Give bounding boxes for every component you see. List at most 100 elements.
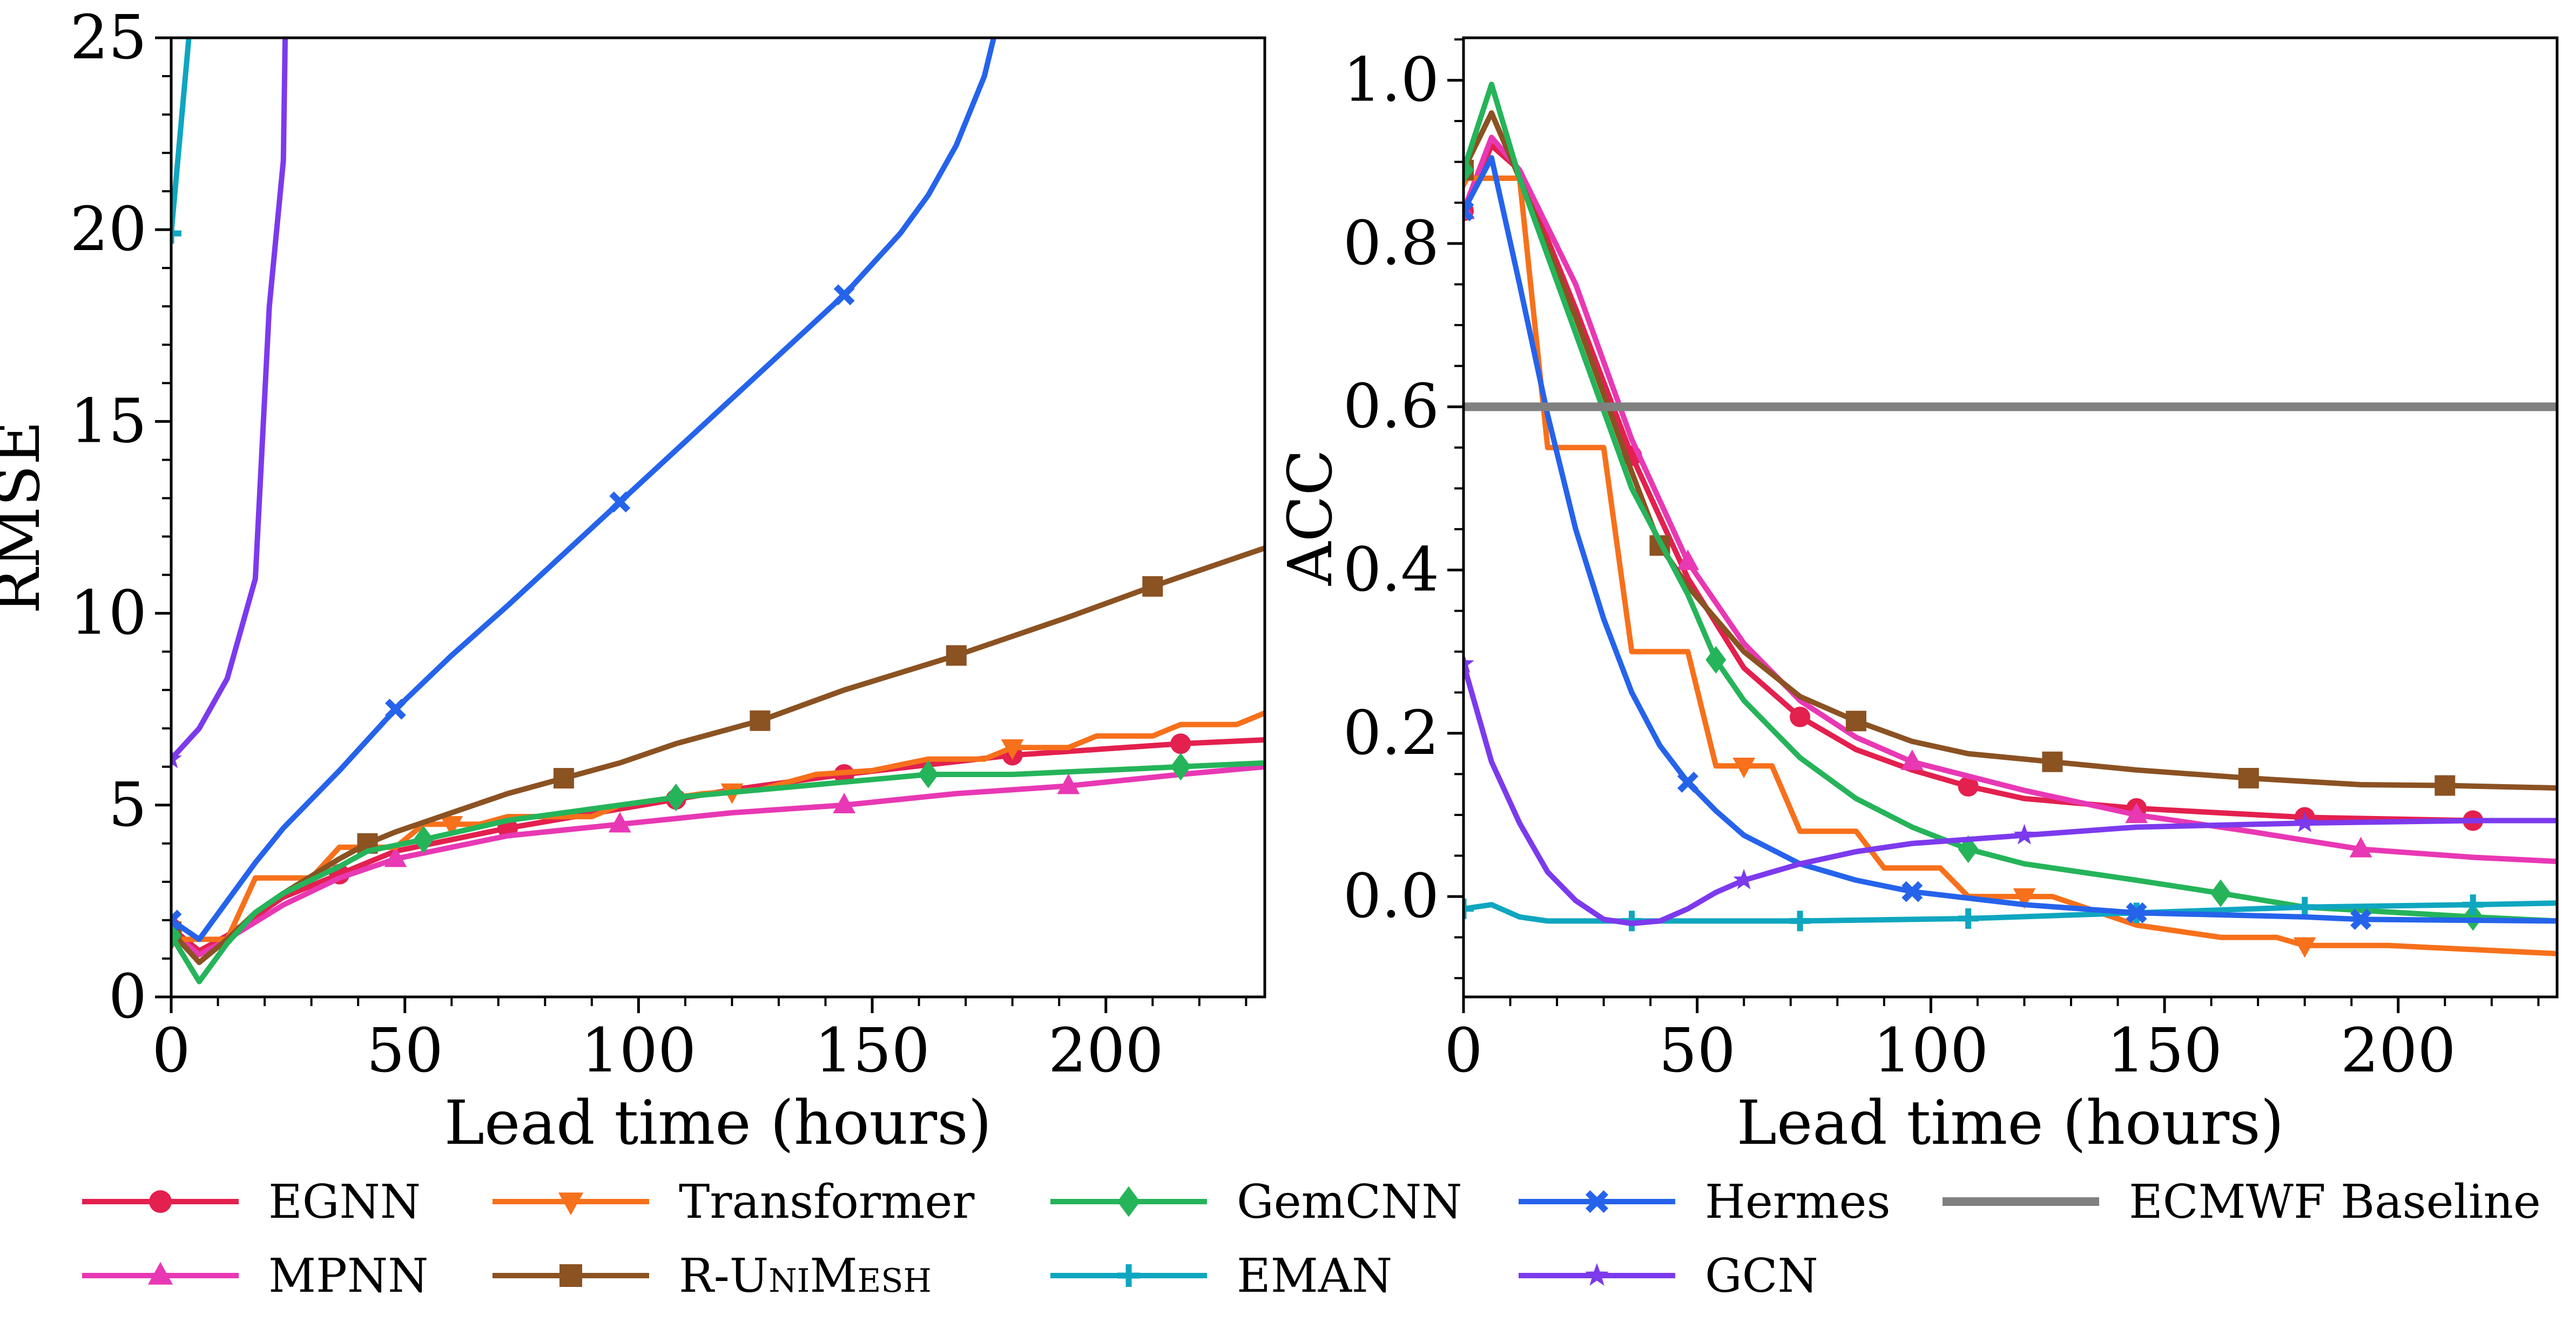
- data-point: [946, 645, 967, 666]
- x-tick-label: 200: [1048, 1016, 1164, 1086]
- data-point: [171, 921, 181, 949]
- legend-label: EMAN: [1237, 1249, 1392, 1303]
- data-point: [1901, 881, 1923, 902]
- legend-item-egnn: EGNN: [82, 1175, 421, 1229]
- data-point: [2435, 775, 2456, 796]
- series-egnn: [1464, 143, 2557, 831]
- y-tick-label: 10: [70, 578, 147, 649]
- data-point: [1001, 739, 1024, 760]
- data-point: [609, 491, 631, 513]
- data-point: [384, 846, 407, 867]
- legend-label: MPNN: [268, 1249, 428, 1303]
- y-axis-label: RMSE: [0, 421, 53, 614]
- series-line: [171, 545, 1265, 966]
- data-point: [1170, 733, 1191, 754]
- legend-item-eman: EMAN: [1050, 1249, 1392, 1303]
- legend-label: GCN: [1705, 1249, 1818, 1303]
- data-point: [553, 768, 574, 789]
- legend-item-transformer: Transformer: [493, 1175, 975, 1229]
- x-tick-label: 200: [2341, 1016, 2456, 1086]
- data-point: [1464, 898, 1474, 919]
- data-point: [2013, 824, 2035, 845]
- data-point: [1705, 646, 1727, 674]
- y-axis-label: ACC: [1276, 449, 1346, 586]
- data-point: [2294, 896, 2315, 918]
- data-point: [2463, 894, 2484, 915]
- y-tick-label: 0.2: [1343, 698, 1439, 768]
- y-tick-label: 0.8: [1343, 208, 1439, 279]
- legend-item-mpnn: MPNN: [82, 1249, 428, 1303]
- legend-label: Hermes: [1705, 1175, 1891, 1229]
- legend-marker: [149, 1190, 172, 1213]
- legend-item-gemcnn: GemCNN: [1050, 1175, 1462, 1229]
- legend-label: ECMWF Baseline: [2129, 1175, 2541, 1229]
- series-mpnn: [1464, 134, 2557, 865]
- acc-chart: 0 50 100 150 200 0.0 0.2 0.4 0.6 0.8 1.0 Lead time …: [1276, 36, 2559, 1158]
- x-tick-label: 0: [152, 1016, 190, 1086]
- data-point: [1958, 908, 1979, 929]
- y-tick-label: 0.0: [1343, 861, 1439, 932]
- y-tick-label: 0.4: [1343, 535, 1439, 605]
- data-point: [1464, 156, 1474, 184]
- legend-marker: [558, 1192, 584, 1216]
- data-point: [750, 710, 771, 731]
- series-gemcnn: [1464, 82, 2557, 931]
- series-line: [1464, 155, 2557, 924]
- data-point: [2350, 908, 2371, 930]
- data-point: [608, 812, 631, 833]
- series-gemcnn: [171, 753, 1265, 984]
- series-line: [1464, 82, 2557, 924]
- data-point: [2293, 937, 2316, 958]
- series-transformer: [1464, 170, 2557, 958]
- legend-marker: [1117, 1264, 1140, 1287]
- y-tick-label: 15: [70, 386, 147, 456]
- y-tick-label: 0.6: [1343, 372, 1439, 442]
- legend-marker: [147, 1262, 173, 1285]
- series-line: [171, 38, 192, 234]
- y-tick-label: 25: [70, 3, 147, 73]
- data-point: [1958, 776, 1979, 797]
- legend-label: R-UniMesh: [679, 1249, 932, 1303]
- legend-label: EGNN: [268, 1175, 421, 1229]
- x-tick-label: 50: [1658, 1016, 1736, 1086]
- y-tick-label: 0: [109, 962, 147, 1032]
- data-point: [1057, 773, 1080, 794]
- data-point: [1142, 576, 1163, 597]
- data-point: [1170, 753, 1191, 781]
- legend: EGNN Transformer GemCNN Hermes ECMWF Baselin…: [82, 1175, 2541, 1303]
- x-tick-label: 100: [1873, 1016, 1988, 1086]
- series-line: [171, 38, 288, 761]
- data-point: [1677, 772, 1698, 793]
- data-point: [1464, 200, 1474, 221]
- data-point: [2042, 751, 2063, 772]
- series-line: [1464, 663, 2557, 926]
- y-tick-label: 20: [70, 194, 147, 265]
- y-tick-label: 5: [109, 770, 147, 840]
- series-r-unimesh: [171, 545, 1265, 966]
- data-point: [1464, 652, 1474, 673]
- data-point: [385, 698, 406, 720]
- series-egnn: [171, 733, 1265, 954]
- plot-area: [171, 38, 1265, 984]
- data-point: [918, 760, 939, 788]
- legend-marker: [1117, 1186, 1140, 1217]
- y-tick-label: 1.0: [1343, 45, 1439, 116]
- data-point: [171, 909, 182, 931]
- data-point: [2238, 767, 2259, 788]
- series-eman: [171, 38, 192, 244]
- x-tick-label: 150: [814, 1016, 930, 1086]
- data-point: [413, 826, 434, 854]
- series-line: [1464, 176, 2557, 956]
- series-line: [1464, 134, 2557, 865]
- x-tick-label: 50: [366, 1016, 443, 1086]
- data-point: [2210, 879, 2231, 907]
- axes-frame: [170, 36, 1266, 999]
- series-gcn: [1464, 652, 2557, 926]
- data-point: [2125, 802, 2148, 824]
- data-point: [1733, 869, 1755, 889]
- data-point: [2126, 902, 2147, 923]
- legend-marker: [1585, 1263, 1609, 1286]
- series-line: [171, 764, 1265, 957]
- data-point: [1732, 758, 1756, 779]
